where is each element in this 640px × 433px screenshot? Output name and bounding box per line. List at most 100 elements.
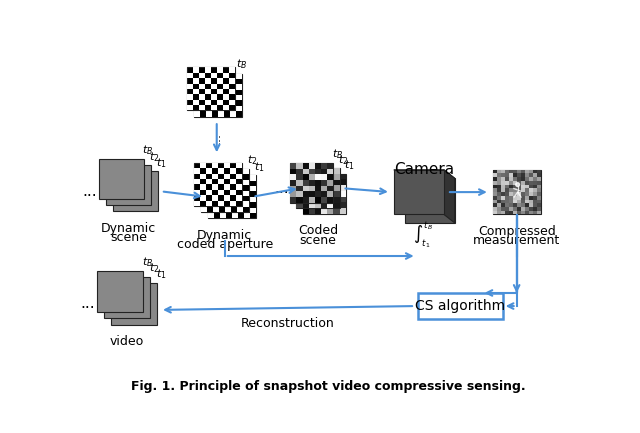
Bar (206, 179, 212, 184)
Bar (207, 169, 213, 174)
Bar (218, 90, 224, 95)
Bar (525, 188, 529, 192)
Bar (520, 203, 525, 207)
Bar (243, 180, 249, 185)
Bar (303, 174, 308, 180)
Bar (236, 174, 242, 179)
Bar (206, 168, 212, 174)
Bar (199, 84, 205, 89)
Text: CS algorithm: CS algorithm (415, 299, 506, 313)
Bar (296, 191, 303, 197)
Bar (236, 195, 242, 200)
Bar (220, 191, 226, 197)
Bar (244, 191, 250, 197)
Bar (230, 100, 236, 106)
Bar (218, 179, 224, 184)
Bar (244, 181, 250, 186)
Bar (321, 180, 327, 186)
Bar (219, 169, 225, 174)
Bar (201, 169, 249, 212)
Bar (493, 200, 497, 203)
Bar (327, 168, 333, 174)
Bar (201, 185, 207, 191)
Bar (200, 163, 206, 168)
Bar (500, 177, 505, 181)
Bar (303, 174, 308, 179)
Bar (303, 191, 308, 197)
Bar (513, 174, 516, 177)
Bar (250, 207, 255, 213)
Bar (529, 188, 532, 192)
Bar (303, 185, 308, 191)
Bar (333, 197, 340, 203)
Bar (223, 94, 229, 100)
Bar (303, 168, 308, 174)
Bar (206, 111, 212, 116)
Bar (536, 211, 541, 214)
Bar (194, 100, 200, 106)
Bar (529, 192, 532, 196)
Bar (532, 192, 536, 196)
Bar (493, 192, 497, 196)
Bar (532, 200, 536, 203)
Bar (111, 283, 157, 325)
Bar (493, 203, 497, 207)
Bar (206, 200, 212, 206)
Bar (296, 186, 303, 191)
Bar (327, 197, 333, 203)
Bar (230, 111, 236, 116)
Bar (525, 181, 529, 184)
Text: ...: ... (209, 132, 223, 144)
Bar (493, 170, 541, 214)
Bar (333, 197, 340, 202)
Bar (532, 207, 536, 211)
Bar (315, 179, 321, 185)
Bar (206, 100, 212, 106)
Bar (516, 207, 520, 211)
Bar (505, 200, 509, 203)
Bar (321, 191, 327, 197)
Bar (497, 184, 500, 188)
Bar (225, 174, 231, 180)
Bar (230, 200, 236, 206)
Bar (308, 180, 315, 185)
Bar (243, 191, 249, 196)
Bar (516, 177, 520, 181)
Circle shape (140, 298, 143, 301)
Bar (525, 170, 529, 174)
Bar (250, 197, 255, 202)
Bar (213, 196, 219, 201)
Bar (303, 197, 308, 203)
Bar (205, 89, 211, 94)
Bar (244, 213, 250, 218)
Bar (516, 181, 520, 184)
Bar (212, 74, 218, 79)
Bar (509, 174, 513, 177)
Bar (214, 186, 220, 191)
Bar (99, 159, 144, 199)
Bar (218, 111, 224, 116)
Bar (208, 191, 214, 197)
Bar (232, 202, 237, 207)
Text: scene: scene (110, 231, 147, 244)
Bar (536, 203, 541, 207)
Bar (532, 203, 536, 207)
Bar (308, 180, 315, 186)
Bar (308, 168, 315, 174)
Bar (497, 170, 500, 174)
Bar (516, 196, 520, 200)
Bar (194, 79, 200, 84)
Bar (194, 163, 242, 206)
Text: video: video (110, 335, 144, 348)
Bar (193, 89, 199, 94)
Bar (333, 191, 340, 197)
Bar (296, 168, 303, 174)
Bar (230, 179, 236, 184)
Bar (327, 163, 333, 168)
Bar (250, 186, 255, 191)
Bar (520, 207, 525, 211)
Bar (296, 197, 303, 203)
Bar (219, 201, 225, 207)
Bar (525, 174, 529, 177)
Bar (212, 95, 218, 100)
